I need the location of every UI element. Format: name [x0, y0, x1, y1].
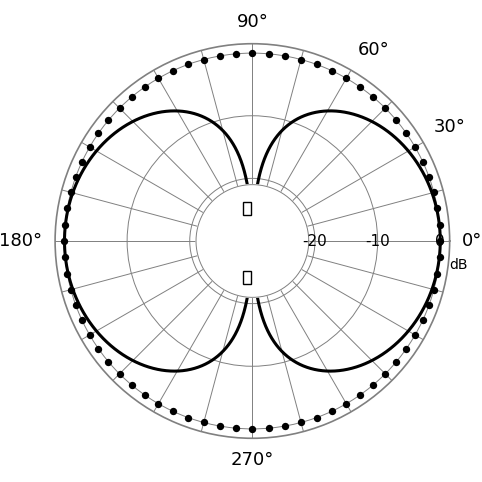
Point [72, 301, 80, 309]
Point [356, 83, 364, 91]
Point [430, 286, 438, 294]
Point [216, 52, 224, 60]
Point [184, 61, 192, 68]
Point [281, 422, 289, 430]
Text: -20: -20 [303, 233, 327, 249]
Point [128, 381, 135, 389]
Point [433, 204, 441, 212]
Point [343, 400, 350, 408]
Point [200, 419, 208, 427]
Point [369, 93, 377, 101]
Point [281, 52, 289, 60]
Point [343, 74, 350, 82]
Text: 270°: 270° [231, 451, 274, 469]
FancyBboxPatch shape [243, 202, 251, 215]
Point [402, 129, 410, 137]
Point [328, 67, 335, 75]
Point [169, 67, 177, 75]
Point [297, 419, 305, 427]
Point [328, 407, 335, 415]
Point [419, 158, 427, 165]
Point [155, 400, 162, 408]
Point [116, 104, 123, 112]
FancyBboxPatch shape [243, 271, 251, 284]
Point [78, 317, 86, 324]
Point [64, 270, 71, 278]
Point [94, 345, 102, 353]
Point [313, 61, 321, 68]
Point [392, 116, 400, 124]
Point [436, 237, 444, 245]
Point [392, 358, 400, 366]
Point [61, 237, 68, 245]
Point [169, 407, 177, 415]
Text: -10: -10 [365, 233, 390, 249]
Text: 60°: 60° [357, 41, 389, 59]
Point [72, 173, 80, 181]
Point [67, 286, 75, 294]
Point [433, 270, 441, 278]
Point [381, 104, 389, 112]
Point [425, 173, 433, 181]
Text: dB: dB [449, 258, 468, 272]
Point [128, 93, 135, 101]
Polygon shape [196, 185, 309, 297]
Point [436, 254, 443, 261]
Point [369, 381, 377, 389]
Point [430, 188, 438, 196]
Text: 90°: 90° [237, 13, 268, 31]
Point [265, 424, 273, 432]
Point [356, 391, 364, 399]
Text: 30°: 30° [434, 118, 466, 136]
Point [425, 301, 433, 309]
Point [297, 55, 305, 63]
Point [116, 370, 123, 378]
Point [86, 331, 94, 339]
Point [200, 55, 208, 63]
Point [61, 254, 69, 261]
Text: 180°: 180° [0, 232, 42, 250]
Point [184, 414, 192, 421]
Point [67, 188, 75, 196]
Point [78, 158, 86, 165]
Point [249, 425, 256, 433]
Point [105, 358, 112, 366]
Point [411, 143, 419, 151]
Point [232, 424, 240, 432]
Point [86, 143, 94, 151]
Point [155, 74, 162, 82]
Text: 0°: 0° [462, 232, 482, 250]
Point [94, 129, 102, 137]
Point [402, 345, 410, 353]
Point [61, 221, 69, 228]
Point [64, 204, 71, 212]
Point [381, 370, 389, 378]
Point [141, 391, 148, 399]
Point [411, 331, 419, 339]
Point [436, 221, 443, 228]
Point [419, 317, 427, 324]
Point [141, 83, 148, 91]
Text: 0: 0 [435, 233, 445, 249]
Point [105, 116, 112, 124]
Point [265, 50, 273, 58]
Point [249, 49, 256, 57]
Point [216, 422, 224, 430]
Point [232, 50, 240, 58]
Point [313, 414, 321, 421]
